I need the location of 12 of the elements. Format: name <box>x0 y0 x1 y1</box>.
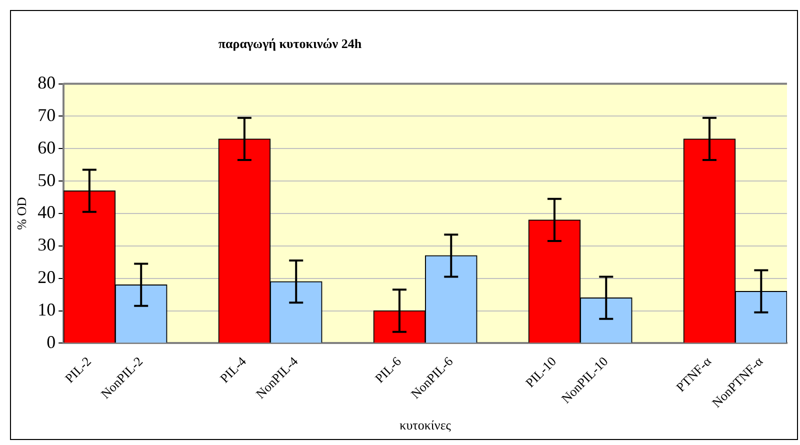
y-tick-label: 30 <box>38 234 56 255</box>
y-tick-label: 40 <box>38 202 56 222</box>
y-tick-label: 60 <box>38 137 56 158</box>
chart-title: παραγωγή κυτοκινών 24h <box>217 36 363 52</box>
y-tick-label: 50 <box>38 170 56 190</box>
y-tick-label: 10 <box>38 299 56 320</box>
x-axis-title: κυτοκίνες <box>400 418 452 433</box>
y-tick-label: 80 <box>38 72 56 93</box>
y-axis-title: % OD <box>14 197 30 230</box>
y-tick-label: 70 <box>38 104 56 125</box>
y-tick-label: 20 <box>38 267 56 288</box>
y-tick-label: 0 <box>46 332 56 352</box>
